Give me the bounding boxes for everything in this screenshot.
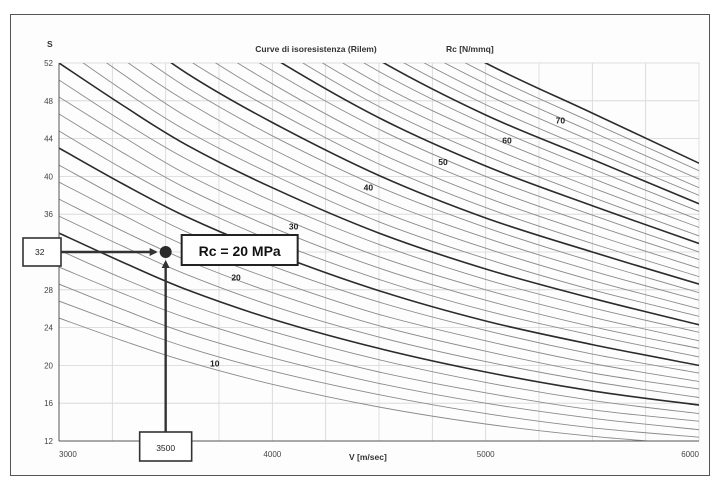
iso-curve-rc-16 [59,181,699,382]
iso-curve-rc-68 [464,63,699,172]
y-tick-label: 52 [44,59,53,68]
iso-curve-rc-12 [59,215,699,398]
iso-curve-rc-54 [321,63,699,228]
iso-curve-rc-44 [214,63,699,269]
unit-label: Rc [N/mmq] [446,44,494,54]
iso-curve-rc-42 [192,63,699,278]
iso-curve-rc-20 [59,147,699,367]
isoresistance-chart: 12 16 20 24 28 32 36 40 44 48 52 3000 4000 5000 6000 1… [22,39,700,462]
iso-curve-rc-52 [302,63,699,237]
iso-curve-rc-30 [59,63,699,326]
iso-curve-rc-24 [59,113,699,349]
y-tick-label: 36 [44,210,53,219]
x-tick-label: 5000 [477,450,495,459]
iso-curve-rc-32 [82,63,699,317]
curve-label-50: 50 [438,157,448,167]
iso-curve-rc-26 [59,96,699,342]
chart-frame: 12 16 20 24 28 32 36 40 44 48 52 3000 4000 5000 6000 1… [10,14,710,476]
curve-label-10: 10 [210,358,220,368]
iso-curve-rc-36 [127,63,699,301]
iso-curve-rc-18 [59,164,699,374]
iso-curve-rc-66 [443,63,699,180]
iso-curve-rc-0 [59,317,655,441]
y-axis-label: S [47,39,53,49]
x-tick-label: 4000 [263,450,281,459]
x-value-box-label: 3500 [156,443,175,453]
y-tick-label: 28 [44,286,53,295]
x-value-box [138,431,193,462]
iso-curve-rc-56 [341,63,699,221]
reading-point [159,246,172,258]
series-group [59,63,699,441]
x-axis-label: V [m/sec] [349,452,387,462]
y-tick-label: 20 [44,361,53,370]
y-tick-label: 12 [44,437,53,446]
curve-label-40: 40 [364,183,374,193]
result-box [180,234,299,266]
curve-labels: 10 20 30 40 50 60 70 [210,115,565,368]
annotation-group: 32 3500 Rc = 20 MPa [22,234,299,462]
iso-curve-rc-64 [423,63,699,189]
x-tick-label: 3000 [59,450,77,459]
iso-curve-rc-38 [149,63,699,294]
iso-curve-rc-22 [59,130,699,358]
curve-label-70: 70 [556,115,566,125]
iso-curve-rc-48 [258,63,699,253]
y-value-box [22,237,62,267]
result-label: Rc = 20 MPa [199,243,281,259]
y-tick-label: 40 [44,172,53,181]
curve-label-20: 20 [231,272,241,282]
iso-curve-rc-60 [382,63,699,205]
iso-curve-rc-46 [236,63,699,261]
curve-label-60: 60 [502,135,512,145]
iso-curve-rc-62 [403,63,699,196]
iso-curve-rc-6 [59,266,699,422]
y-tick-label: 24 [44,324,53,333]
y-tick-label: 16 [44,399,53,408]
iso-curve-rc-4 [59,283,699,431]
iso-curve-rc-2 [59,300,699,438]
iso-curve-rc-58 [363,63,699,212]
x-tick-label: 6000 [681,450,699,459]
iso-curve-rc-70 [483,63,699,164]
iso-curve-rc-8 [59,249,699,415]
iso-curve-rc-14 [59,198,699,390]
iso-curve-rc-28 [59,79,699,333]
y-tick-label: 44 [44,135,53,144]
iso-curve-rc-40 [169,63,699,285]
iso-curve-rc-34 [105,63,699,310]
curve-label-30: 30 [289,221,299,231]
y-tick-label: 48 [44,97,53,106]
iso-curve-rc-10 [59,232,699,406]
chart-title: Curve di isoresistenza (Rilem) [255,44,377,54]
iso-curve-rc-50 [280,63,699,245]
y-value-box-label: 32 [35,247,45,257]
